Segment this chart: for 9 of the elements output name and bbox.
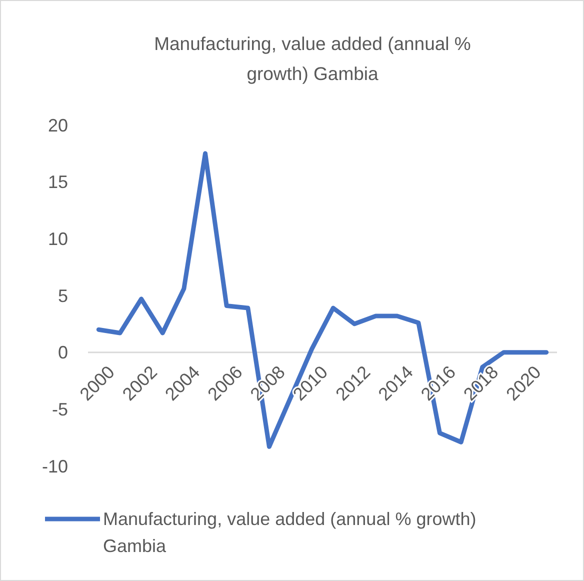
y-tick-label: 20 <box>48 115 68 136</box>
y-tick-label: 15 <box>48 172 68 192</box>
legend-label: Manufacturing, value added (annual % growth) Gambia <box>103 509 476 556</box>
y-tick-label: -10 <box>42 456 68 476</box>
y-tick-label: 10 <box>48 228 68 249</box>
y-tick-label: -5 <box>52 399 68 420</box>
y-tick-label: 5 <box>58 286 68 306</box>
chart-title: Manufacturing, value added (annual % growth) Gambia <box>154 33 471 84</box>
y-tick-label: 0 <box>58 342 68 363</box>
